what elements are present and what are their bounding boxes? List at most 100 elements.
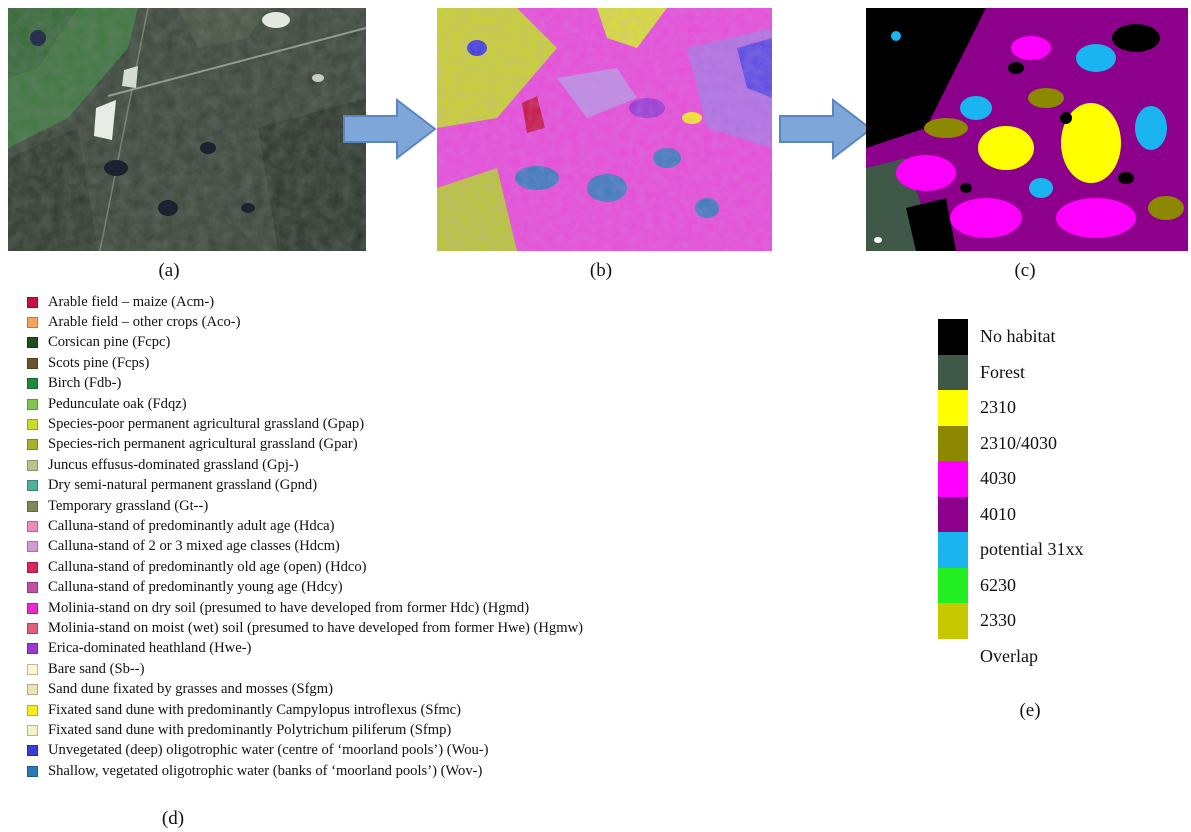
vegetation-legend-label: Sand dune fixated by grasses and mosses …	[48, 681, 333, 698]
habitat-legend-item: 2310/4030	[938, 425, 1083, 461]
vegetation-legend-label: Molinia-stand on dry soil (presumed to h…	[48, 599, 530, 616]
vegetation-legend-label: Bare sand (Sb--)	[48, 660, 145, 677]
vegetation-legend-swatch	[27, 480, 38, 492]
vegetation-legend-item: Species-poor permanent agricultural gras…	[27, 414, 583, 434]
vegetation-legend-item: Juncus effusus-dominated grassland (Gpj-…	[27, 455, 583, 475]
satellite-image	[8, 8, 366, 251]
vegetation-legend-item: Arable field – other crops (Aco-)	[27, 312, 583, 332]
caption-d: (d)	[161, 808, 185, 829]
habitat-type-map	[866, 8, 1188, 251]
vegetation-legend-swatch	[27, 745, 38, 757]
vegetation-legend-label: Calluna-stand of predominantly young age…	[48, 579, 343, 596]
vegetation-legend-label: Species-rich permanent agricultural gras…	[48, 436, 358, 453]
habitat-legend-label: 4030	[980, 468, 1016, 489]
vegetation-legend-item: Molinia-stand on moist (wet) soil (presu…	[27, 618, 583, 638]
vegetation-legend-item: Scots pine (Fcps)	[27, 353, 583, 373]
vegetation-legend-item: Shallow, vegetated oligotrophic water (b…	[27, 761, 583, 781]
habitat-legend-item: 4030	[938, 461, 1083, 497]
vegetation-legend-label: Unvegetated (deep) oligotrophic water (c…	[48, 742, 489, 759]
habitat-legend-label: 2330	[980, 610, 1016, 631]
vegetation-legend-item: Dry semi-natural permanent grassland (Gp…	[27, 476, 583, 496]
vegetation-legend-label: Calluna-stand of predominantly adult age…	[48, 517, 335, 534]
vegetation-legend-swatch	[27, 541, 38, 553]
vegetation-legend-swatch	[27, 582, 38, 594]
vegetation-legend-item: Corsican pine (Fcpc)	[27, 333, 583, 353]
vegetation-legend-label: Shallow, vegetated oligotrophic water (b…	[48, 762, 483, 779]
habitat-legend-item: Forest	[938, 354, 1083, 390]
habitat-legend-swatch	[938, 390, 968, 426]
vegetation-legend-swatch	[27, 296, 38, 308]
vegetation-legend-swatch	[27, 765, 38, 777]
vegetation-legend: Arable field – maize (Acm-) Arable field …	[27, 292, 583, 781]
vegetation-legend-label: Erica-dominated heathland (Hwe-)	[48, 640, 252, 657]
vegetation-legend-swatch	[27, 622, 38, 634]
arrow-right-icon	[343, 98, 437, 160]
vegetation-legend-item: Calluna-stand of predominantly young age…	[27, 577, 583, 597]
habitat-legend-item: potential 31xx	[938, 532, 1083, 568]
caption-e: (e)	[1019, 700, 1041, 721]
vegetation-legend-swatch	[27, 378, 38, 390]
habitat-legend-label: potential 31xx	[980, 539, 1084, 560]
vegetation-legend-item: Sand dune fixated by grasses and mosses …	[27, 679, 583, 699]
vegetation-legend-label: Arable field – other crops (Aco-)	[48, 314, 241, 331]
vegetation-legend-swatch	[27, 459, 38, 471]
vegetation-legend-label: Fixated sand dune with predominantly Pol…	[48, 721, 452, 738]
habitat-legend-item: 4010	[938, 496, 1083, 532]
vegetation-legend-label: Calluna-stand of predominantly old age (…	[48, 558, 367, 575]
vegetation-legend-item: Birch (Fdb-)	[27, 374, 583, 394]
vegetation-legend-item: Molinia-stand on dry soil (presumed to h…	[27, 598, 583, 618]
vegetation-legend-label: Calluna-stand of 2 or 3 mixed age classe…	[48, 538, 340, 555]
vegetation-legend-label: Pedunculate oak (Fdqz)	[48, 395, 187, 412]
vegetation-legend-swatch	[27, 704, 38, 716]
vegetation-legend-label: Juncus effusus-dominated grassland (Gpj-…	[48, 456, 299, 473]
habitat-legend-item: 2330	[938, 603, 1083, 639]
vegetation-legend-item: Temporary grassland (Gt--)	[27, 496, 583, 516]
vegetation-legend-swatch	[27, 602, 38, 614]
habitat-legend-label: 6230	[980, 574, 1016, 595]
habitat-legend-item: 6230	[938, 567, 1083, 603]
vegetation-legend-label: Scots pine (Fcps)	[48, 354, 150, 371]
vegetation-legend-swatch	[27, 337, 38, 349]
vegetation-legend-label: Corsican pine (Fcpc)	[48, 334, 171, 351]
vegetation-legend-label: Fixated sand dune with predominantly Cam…	[48, 701, 462, 718]
habitat-legend-label: 2310	[980, 397, 1016, 418]
vegetation-classification-map	[437, 8, 772, 251]
vegetation-legend-label: Birch (Fdb-)	[48, 375, 122, 392]
vegetation-legend-item: Pedunculate oak (Fdqz)	[27, 394, 583, 414]
vegetation-legend-item: Arable field – maize (Acm-)	[27, 292, 583, 312]
habitat-legend-item: Overlap	[938, 639, 1083, 675]
habitat-legend-swatch	[938, 532, 968, 568]
vegetation-legend-item: Bare sand (Sb--)	[27, 659, 583, 679]
vegetation-legend-label: Dry semi-natural permanent grassland (Gp…	[48, 477, 318, 494]
vegetation-legend-item: Fixated sand dune with predominantly Cam…	[27, 700, 583, 720]
vegetation-legend-swatch	[27, 643, 38, 655]
vegetation-legend-swatch	[27, 500, 38, 512]
habitat-legend-swatch	[938, 603, 968, 639]
vegetation-legend-label: Species-poor permanent agricultural gras…	[48, 416, 365, 433]
habitat-legend-label: Overlap	[980, 645, 1038, 666]
habitat-legend-swatch	[938, 496, 968, 532]
habitat-legend-label: 4010	[980, 503, 1016, 524]
habitat-legend-swatch	[938, 425, 968, 461]
vegetation-legend-swatch	[27, 398, 38, 410]
habitat-legend-swatch	[938, 567, 968, 603]
habitat-legend-item: No habitat	[938, 319, 1083, 355]
vegetation-legend-item: Calluna-stand of predominantly old age (…	[27, 557, 583, 577]
arrow-right-icon	[779, 98, 873, 160]
vegetation-legend-item: Calluna-stand of 2 or 3 mixed age classe…	[27, 537, 583, 557]
habitat-legend-swatch	[938, 319, 968, 355]
habitat-legend-label: 2310/4030	[980, 432, 1058, 453]
vegetation-legend-item: Unvegetated (deep) oligotrophic water (c…	[27, 741, 583, 761]
vegetation-legend-label: Molinia-stand on moist (wet) soil (presu…	[48, 619, 583, 636]
habitat-legend-label: No habitat	[980, 326, 1056, 347]
vegetation-legend-swatch	[27, 684, 38, 696]
caption-b: (b)	[589, 260, 613, 281]
habitat-legend-item: 2310	[938, 390, 1083, 426]
vegetation-legend-swatch	[27, 561, 38, 573]
habitat-legend-swatch	[938, 354, 968, 390]
vegetation-legend-item: Erica-dominated heathland (Hwe-)	[27, 639, 583, 659]
vegetation-legend-label: Arable field – maize (Acm-)	[48, 293, 215, 310]
vegetation-legend-swatch	[27, 419, 38, 431]
vegetation-legend-item: Calluna-stand of predominantly adult age…	[27, 516, 583, 536]
vegetation-legend-swatch	[27, 724, 38, 736]
